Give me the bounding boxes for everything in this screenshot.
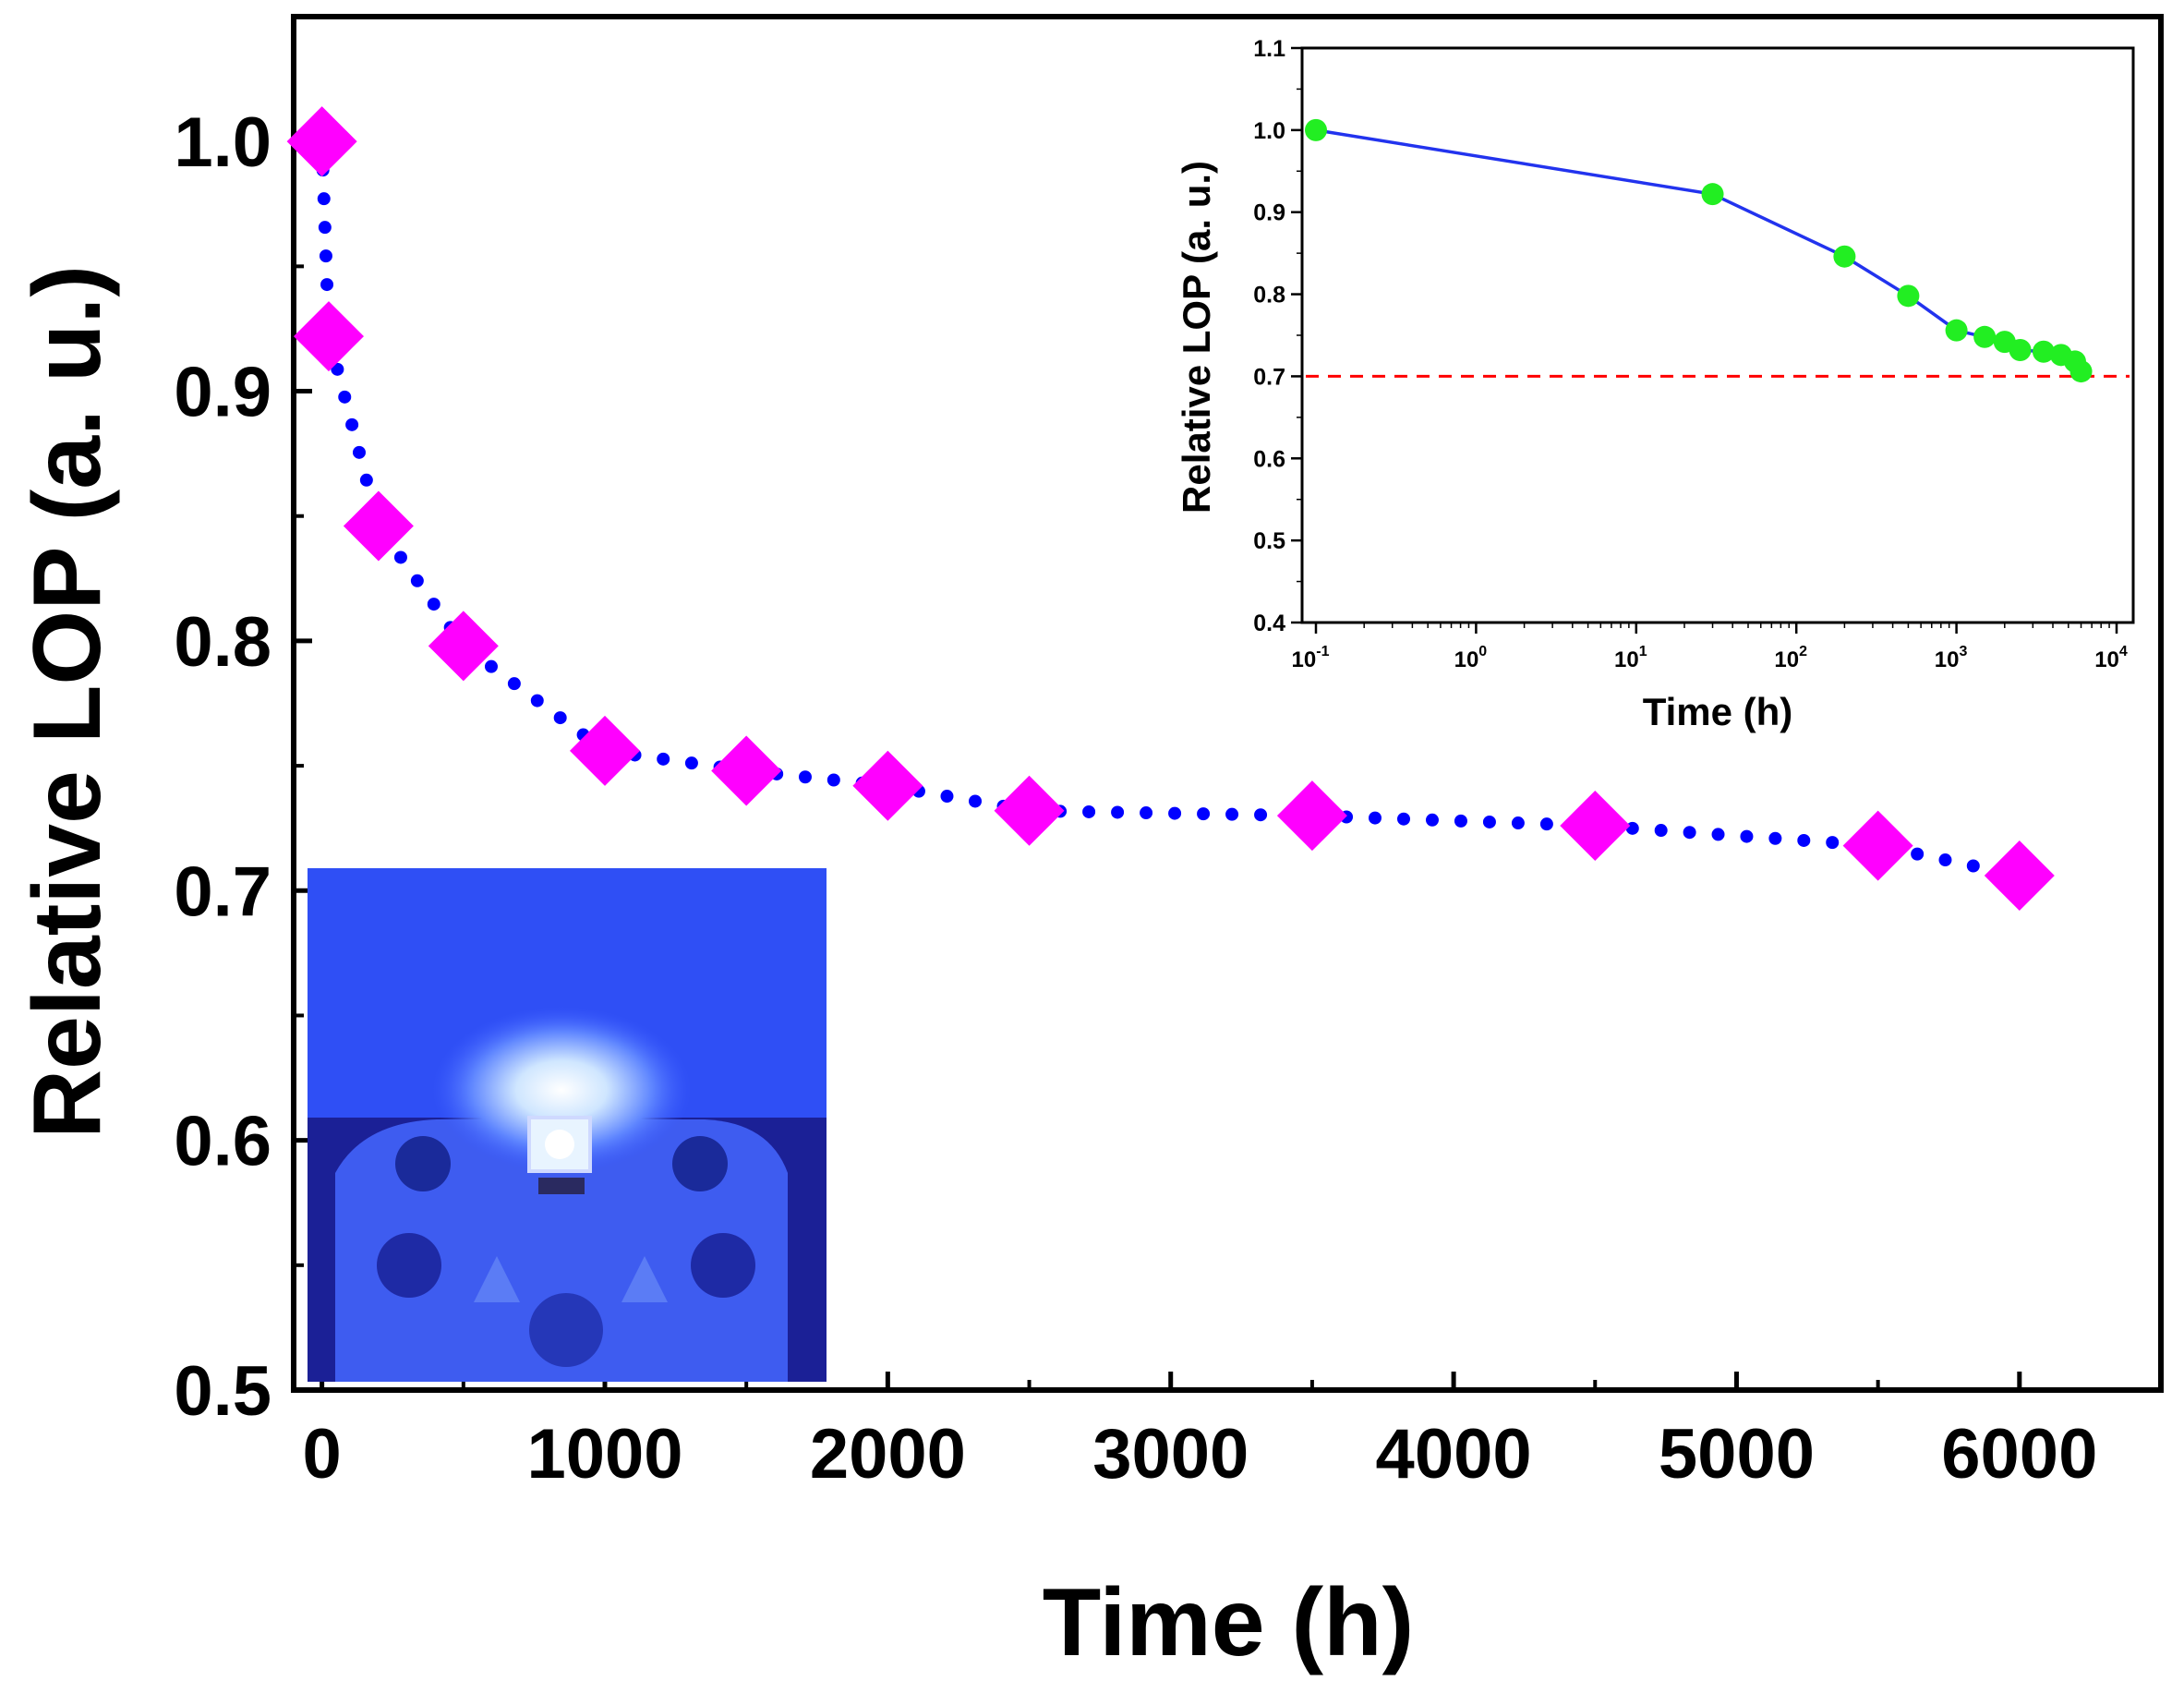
- led-photo-illustration: [308, 868, 827, 1382]
- inset-y-axis-label: Relative LOP (a. u.): [1175, 161, 1218, 514]
- inset-y-tick-label: 0.7: [1253, 364, 1285, 390]
- inset-y-tick-label: 0.4: [1253, 611, 1285, 636]
- inset-data-point: [1701, 183, 1724, 206]
- inset-data-point: [2009, 338, 2032, 361]
- main-y-tick-label: 0.9: [174, 354, 271, 432]
- inset-data-point: [2069, 360, 2093, 383]
- main-x-tick-label: 0: [302, 1415, 341, 1493]
- inset-data-point: [2032, 340, 2055, 363]
- inset-x-tick-label: 102: [1774, 644, 1807, 672]
- inset-y-tick-label: 0.9: [1253, 200, 1285, 226]
- main-series-markers: [286, 106, 2055, 912]
- main-x-tick-label: 3000: [1092, 1415, 1249, 1493]
- inset-x-tick-label: 100: [1454, 644, 1488, 672]
- inset-x-axis-label: Time (h): [1643, 690, 1793, 733]
- inset-x-tick-label: 101: [1614, 644, 1647, 672]
- main-x-tick-label: 2000: [810, 1415, 966, 1493]
- inset-x-tick-label: 104: [2094, 644, 2128, 672]
- main-data-point: [1560, 790, 1631, 861]
- main-y-tick-label: 0.7: [174, 853, 271, 931]
- main-x-tick-label: 6000: [1941, 1415, 2097, 1493]
- inset-y-tick-label: 1.0: [1253, 118, 1285, 144]
- inset-y-tick-label: 0.5: [1253, 528, 1285, 554]
- main-y-tick-label: 1.0: [174, 103, 271, 182]
- main-plot-frame: [291, 14, 2164, 1393]
- inset-data-point: [1305, 118, 1327, 141]
- main-axes: 0 1000 2000 3000 4000 5000 6000 0.5 0.6 0.7 0.8 0.9…: [174, 103, 2163, 1493]
- main-x-axis-label: Time (h): [1043, 1569, 1415, 1676]
- main-x-tick-label: 5000: [1659, 1415, 1815, 1493]
- inset-data-point: [1973, 325, 1997, 348]
- main-data-point: [852, 750, 923, 821]
- main-y-tick-label: 0.5: [174, 1352, 271, 1431]
- main-data-point: [286, 106, 357, 177]
- main-y-tick-label: 0.6: [174, 1103, 271, 1181]
- main-x-tick-label: 4000: [1376, 1415, 1532, 1493]
- main-data-point: [570, 715, 640, 786]
- inset-y-tick-label: 0.8: [1253, 283, 1285, 308]
- main-data-point: [1842, 810, 1913, 881]
- main-data-point: [428, 611, 499, 682]
- inset-series-markers: [1305, 118, 2093, 383]
- inset-data-point: [1833, 245, 1856, 268]
- main-data-point: [293, 301, 364, 372]
- main-y-tick-label: 0.8: [174, 603, 271, 682]
- inset-data-point: [1897, 284, 1920, 308]
- inset-x-tick-label: 103: [1935, 644, 1968, 672]
- inset-y-tick-label: 1.1: [1253, 36, 1285, 62]
- inset-axes: 10-1 100 101 102 103 104 0.4 0.5 0.6 0.7 0.8 0.9 1.0…: [1253, 36, 2128, 672]
- main-y-axis-label: Relative LOP (a. u.): [14, 265, 121, 1139]
- led-photo-image: [308, 868, 827, 1382]
- main-data-point: [994, 775, 1065, 846]
- main-data-point: [711, 735, 782, 806]
- inset-data-point: [1945, 319, 1968, 342]
- main-data-point: [1276, 780, 1347, 852]
- inset-x-tick-label: 10-1: [1292, 644, 1330, 672]
- main-data-point: [1984, 840, 2055, 912]
- inset-y-tick-label: 0.6: [1253, 446, 1285, 472]
- main-data-point: [343, 490, 414, 562]
- main-x-tick-label: 1000: [526, 1415, 682, 1493]
